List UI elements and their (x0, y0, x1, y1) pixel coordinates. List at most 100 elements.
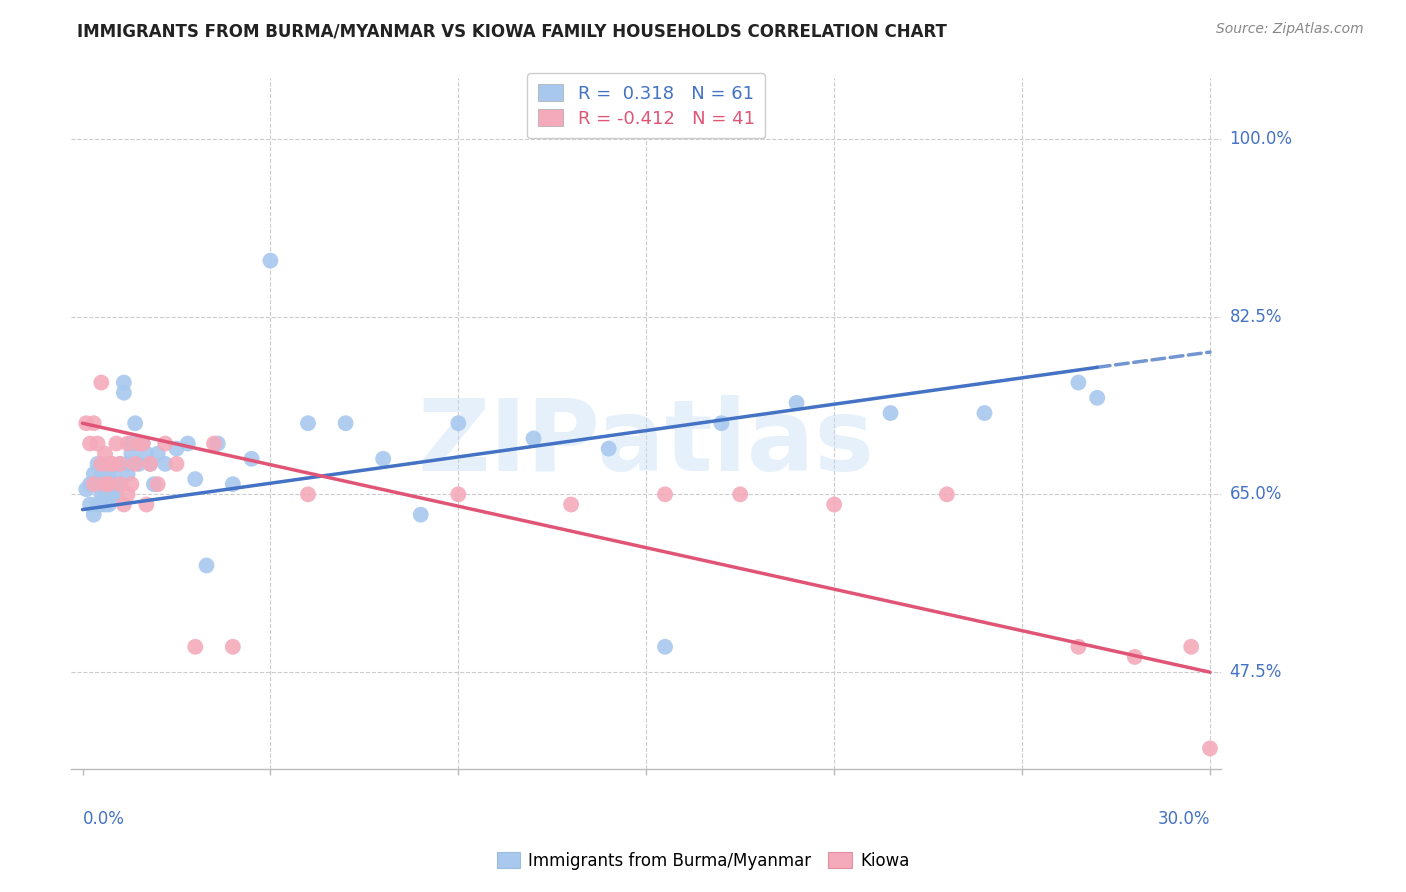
Point (153, 457, 176, 471)
Point (297, 487, 319, 501)
Point (373, 451, 395, 466)
Point (240, 451, 263, 466)
Point (560, 498, 582, 512)
Point (120, 447, 142, 461)
Point (90, 467, 112, 481)
Point (105, 487, 128, 501)
Legend: Immigrants from Burma/Myanmar, Kiowa: Immigrants from Burma/Myanmar, Kiowa (491, 846, 915, 877)
Point (1067, 640, 1090, 654)
Point (124, 457, 146, 471)
Point (94, 477, 117, 491)
Point (120, 477, 142, 491)
Point (654, 640, 676, 654)
Point (90, 457, 112, 471)
Point (447, 416, 470, 430)
Point (112, 385, 135, 400)
Point (79, 477, 101, 491)
Point (108, 477, 131, 491)
Point (94, 447, 117, 461)
Point (108, 457, 131, 471)
Text: 65.0%: 65.0% (1230, 485, 1282, 503)
Text: 100.0%: 100.0% (1230, 129, 1292, 148)
Point (86, 477, 108, 491)
Point (222, 640, 245, 654)
Point (522, 432, 544, 446)
Point (83, 416, 105, 430)
Point (105, 436, 128, 450)
Point (1199, 741, 1222, 756)
Point (101, 467, 124, 481)
Point (131, 436, 153, 450)
Point (786, 396, 808, 410)
Point (447, 487, 470, 501)
Point (335, 416, 357, 430)
Legend: R =  0.318   N = 61, R = -0.412   N = 41: R = 0.318 N = 61, R = -0.412 N = 41 (527, 73, 765, 138)
Point (117, 457, 139, 471)
Point (728, 487, 751, 501)
Text: 82.5%: 82.5% (1230, 308, 1282, 326)
Point (166, 457, 188, 471)
Point (97, 467, 120, 481)
Text: 0.0%: 0.0% (83, 810, 124, 828)
Point (101, 457, 124, 471)
Point (222, 477, 245, 491)
Point (94, 487, 117, 501)
Point (83, 508, 105, 522)
Point (139, 457, 162, 471)
Point (90, 487, 112, 501)
Point (823, 498, 845, 512)
Point (409, 508, 432, 522)
Point (654, 487, 676, 501)
Point (83, 477, 105, 491)
Point (710, 416, 733, 430)
Point (598, 442, 620, 456)
Point (101, 487, 124, 501)
Point (79, 498, 101, 512)
Point (297, 416, 319, 430)
Point (79, 436, 101, 450)
Point (879, 406, 901, 420)
Point (105, 477, 128, 491)
Point (202, 436, 225, 450)
Point (135, 447, 157, 461)
Point (131, 436, 153, 450)
Point (97, 498, 120, 512)
Point (935, 487, 957, 501)
Point (195, 558, 218, 573)
Text: IMMIGRANTS FROM BURMA/MYANMAR VS KIOWA FAMILY HOUSEHOLDS CORRELATION CHART: IMMIGRANTS FROM BURMA/MYANMAR VS KIOWA F… (77, 22, 948, 40)
Point (75, 416, 97, 430)
Point (117, 436, 139, 450)
Point (973, 406, 995, 420)
Point (75, 483, 97, 497)
Point (184, 472, 207, 486)
Point (1180, 640, 1202, 654)
Point (97, 477, 120, 491)
Point (94, 477, 117, 491)
Point (83, 477, 105, 491)
Text: ZIPatlas: ZIPatlas (418, 395, 875, 492)
Point (146, 447, 169, 461)
Point (86, 457, 108, 471)
Text: 47.5%: 47.5% (1230, 663, 1282, 681)
Point (1085, 391, 1108, 405)
Point (153, 436, 176, 450)
Point (97, 457, 120, 471)
Point (117, 487, 139, 501)
Point (177, 436, 200, 450)
Point (207, 436, 229, 450)
Point (135, 498, 157, 512)
Point (124, 416, 146, 430)
Point (1123, 649, 1146, 664)
Point (97, 477, 120, 491)
Point (86, 498, 108, 512)
Point (128, 457, 150, 471)
Point (142, 477, 165, 491)
Point (128, 436, 150, 450)
Point (90, 498, 112, 512)
Point (112, 376, 135, 390)
Point (166, 442, 188, 456)
Point (94, 498, 117, 512)
Point (184, 640, 207, 654)
Point (259, 253, 281, 268)
Text: 30.0%: 30.0% (1157, 810, 1211, 828)
